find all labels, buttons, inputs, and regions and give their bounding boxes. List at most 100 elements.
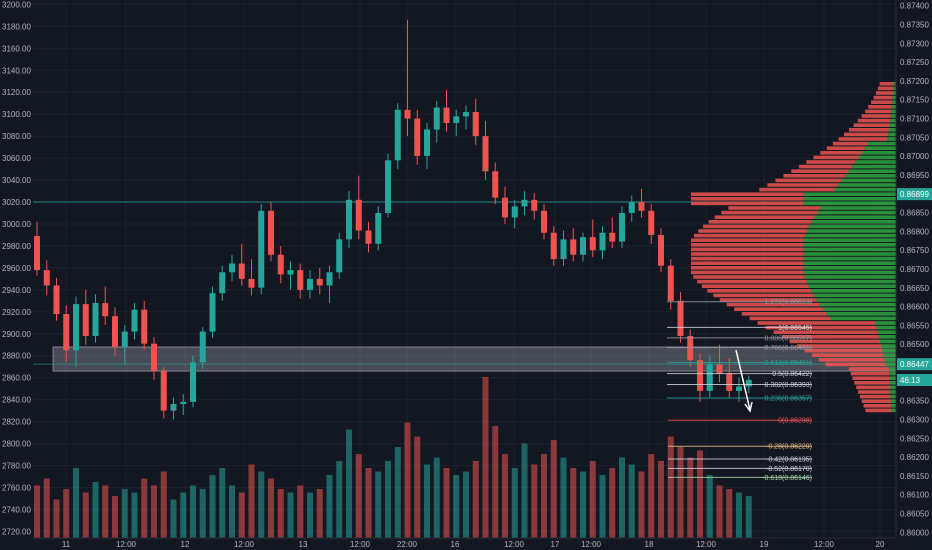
candle-body[interactable] <box>541 210 547 233</box>
candle-body[interactable] <box>326 272 333 286</box>
price-tag[interactable] <box>897 188 932 201</box>
profile-bar-sell <box>691 247 804 252</box>
profile-bar-sell <box>734 307 824 311</box>
candle-body[interactable] <box>570 239 577 255</box>
candle-body[interactable] <box>297 270 304 290</box>
candle-body[interactable] <box>414 118 421 156</box>
candle-body[interactable] <box>102 303 109 317</box>
candle-body[interactable] <box>745 379 752 387</box>
candle-body[interactable] <box>599 232 606 251</box>
candle-body[interactable] <box>53 285 60 315</box>
candle-body[interactable] <box>677 300 684 336</box>
candle-body[interactable] <box>258 210 265 288</box>
candle-body[interactable] <box>453 116 460 123</box>
candle-body[interactable] <box>667 265 674 301</box>
left-axis-tick-label: 3020.00 <box>2 198 31 207</box>
candle-body[interactable] <box>268 210 274 255</box>
candle-body[interactable] <box>112 316 118 347</box>
candle-body[interactable] <box>190 362 196 402</box>
candle-body[interactable] <box>433 107 440 130</box>
candle-body[interactable] <box>316 278 323 286</box>
candle-body[interactable] <box>716 364 723 374</box>
candle-body[interactable] <box>199 331 206 363</box>
candle-body[interactable] <box>394 109 401 161</box>
volume-bar <box>589 461 596 538</box>
candle-body[interactable] <box>609 232 616 242</box>
volume-bar <box>531 464 538 538</box>
candle-body[interactable] <box>287 270 294 275</box>
annotations[interactable] <box>735 349 753 413</box>
candle-body[interactable] <box>375 213 382 244</box>
candle-body[interactable] <box>170 404 177 411</box>
candle-body[interactable] <box>82 304 89 336</box>
candle-body[interactable] <box>131 309 138 332</box>
candle-body[interactable] <box>209 293 216 332</box>
candle-body[interactable] <box>92 303 99 336</box>
candle-body[interactable] <box>346 199 352 240</box>
candle-body[interactable] <box>385 160 391 214</box>
candle-body[interactable] <box>73 304 79 351</box>
candle-body[interactable] <box>648 210 655 235</box>
candle-body[interactable] <box>219 272 226 294</box>
candle-body[interactable] <box>307 278 313 290</box>
candle-body[interactable] <box>502 197 508 218</box>
candle-body[interactable] <box>521 199 528 207</box>
candle-body[interactable] <box>121 331 128 347</box>
candle-body[interactable] <box>472 111 479 137</box>
candle-body[interactable] <box>443 107 450 123</box>
left-axis-tick-label: 2760.00 <box>2 483 31 492</box>
candle-body[interactable] <box>34 236 40 271</box>
profile-bar-sell <box>843 132 889 137</box>
candle-body[interactable] <box>619 213 625 242</box>
candle-body[interactable] <box>248 278 255 288</box>
candle-body[interactable] <box>706 364 713 391</box>
candle-body[interactable] <box>43 270 50 286</box>
profile-bar-sell <box>789 339 881 344</box>
candle-body[interactable] <box>424 129 430 156</box>
candle-body[interactable] <box>336 239 343 273</box>
x-axis-tick-label: 13 <box>299 540 308 549</box>
profile-bar-sell <box>783 174 846 178</box>
fib-retracement[interactable]: 1.272(0.86613) 1(0.86545) 0.886(0.86517) 0.… <box>667 299 812 482</box>
price-tag[interactable] <box>897 358 932 371</box>
candle-body[interactable] <box>492 171 499 198</box>
candle-body[interactable] <box>63 314 70 351</box>
candle-body[interactable] <box>355 199 362 231</box>
candle-body[interactable] <box>589 237 596 251</box>
profile-bar-sell <box>719 298 817 302</box>
candle-body[interactable] <box>482 136 489 172</box>
projection-arrow[interactable] <box>735 349 751 411</box>
candle-body[interactable] <box>277 254 284 275</box>
candle-body[interactable] <box>560 239 567 260</box>
candle-body[interactable] <box>550 232 557 260</box>
candle-body[interactable] <box>229 263 235 273</box>
candle-body[interactable] <box>658 234 664 266</box>
profile-bar-buy <box>803 201 896 206</box>
candle-body[interactable] <box>463 111 469 117</box>
candle-body[interactable] <box>404 109 411 119</box>
candle-body[interactable] <box>628 202 635 214</box>
right-axis-tick-label: 0.86650 <box>900 284 929 293</box>
volume-bar <box>687 457 694 538</box>
candle-body[interactable] <box>151 343 157 372</box>
candle-body[interactable] <box>697 360 703 391</box>
volume-bar <box>190 485 196 538</box>
price-tag-label: 46:13 <box>900 376 921 385</box>
candle-body[interactable] <box>141 309 148 344</box>
candle-body[interactable] <box>531 199 538 211</box>
candle-body[interactable] <box>365 230 372 244</box>
candle-body[interactable] <box>238 263 245 279</box>
candle-body[interactable] <box>180 401 187 405</box>
price-tag[interactable] <box>897 373 932 386</box>
candle-body[interactable] <box>726 373 733 391</box>
volume-bar <box>443 468 450 538</box>
volume-bar <box>326 475 333 538</box>
candle-body[interactable] <box>638 202 645 211</box>
candle-body[interactable] <box>511 206 518 218</box>
candle-body[interactable] <box>160 371 167 411</box>
candle-body[interactable] <box>580 237 586 255</box>
candle-body[interactable] <box>736 386 742 391</box>
profile-bar-sell <box>865 109 892 114</box>
